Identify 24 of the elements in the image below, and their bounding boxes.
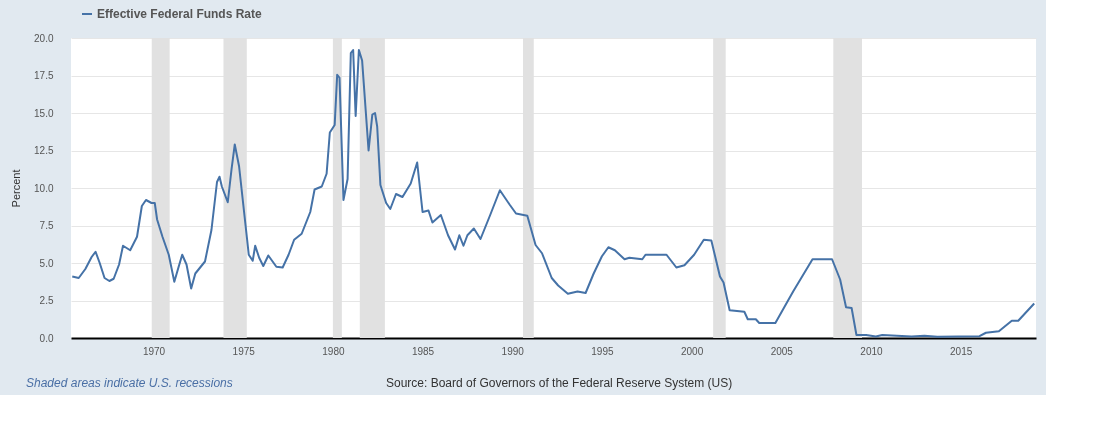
line-series bbox=[71, 49, 1036, 338]
y-axis-title: Percent bbox=[10, 169, 23, 208]
x-tick-label: 1980 bbox=[322, 345, 345, 357]
y-tick-label: 15.0 bbox=[34, 107, 54, 119]
x-tick-label: 2015 bbox=[950, 345, 973, 357]
y-tick-label: 20.0 bbox=[34, 32, 54, 44]
x-tick-label: 2005 bbox=[770, 345, 794, 357]
legend-label: Effective Federal Funds Rate bbox=[97, 7, 263, 21]
y-tick-label: 0.0 bbox=[39, 332, 54, 344]
x-tick-label: 1990 bbox=[501, 345, 525, 357]
x-tick-label: 1970 bbox=[142, 345, 166, 357]
x-tick-label: 2000 bbox=[680, 345, 704, 357]
y-tick-label: 12.5 bbox=[34, 145, 54, 156]
y-tick-label: 17.5 bbox=[34, 70, 54, 81]
y-tick-label: 2.5 bbox=[39, 295, 54, 306]
x-tick-label: 1985 bbox=[411, 345, 435, 357]
y-tick-label: 10.0 bbox=[34, 182, 54, 194]
text: Shaded areas indicate U.S. recessions bbox=[26, 376, 233, 390]
source-note: Source: Board of Governors of the Federal Reserve System (US) bbox=[386, 376, 733, 390]
x-tick-label: 1995 bbox=[591, 345, 614, 357]
x-tick-label: 2010 bbox=[860, 345, 884, 357]
y-tick-label: 7.5 bbox=[39, 220, 54, 231]
x-tick-label: 1975 bbox=[232, 345, 256, 357]
y-tick-label: 5.0 bbox=[39, 257, 54, 269]
